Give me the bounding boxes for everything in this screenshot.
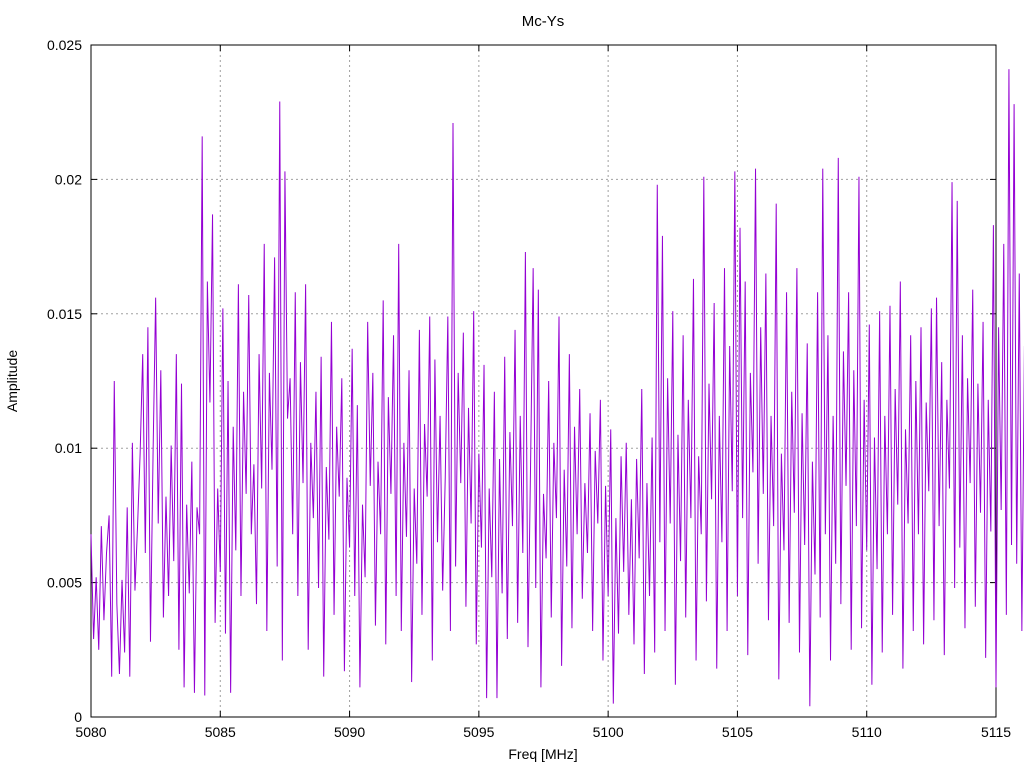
x-tick-label: 5095 bbox=[463, 724, 494, 740]
x-tick-label: 5115 bbox=[981, 724, 1011, 740]
plot-frame bbox=[90, 44, 997, 718]
x-tick-label: 5085 bbox=[205, 724, 236, 740]
y-tick-label: 0.005 bbox=[47, 575, 82, 591]
axis-ticks: 5080 5085 5090 5095 5100 5105 5110 5115 0 0.005 0.… bbox=[47, 37, 1011, 740]
y-tick-label: 0.02 bbox=[55, 171, 82, 187]
x-tick-label: 5100 bbox=[593, 724, 624, 740]
series-line bbox=[90, 69, 1024, 707]
y-tick-label: 0.015 bbox=[47, 306, 82, 322]
x-tick-label: 5080 bbox=[75, 724, 106, 740]
x-axis-label: Freq [MHz] bbox=[508, 746, 577, 762]
chart-title: Mc-Ys bbox=[522, 13, 565, 30]
y-tick-label: 0.025 bbox=[47, 37, 82, 53]
grid-lines bbox=[91, 45, 996, 717]
x-tick-label: 5090 bbox=[334, 724, 365, 740]
y-tick-label: 0.01 bbox=[55, 440, 82, 456]
y-tick-label: 0 bbox=[74, 709, 82, 725]
x-tick-label: 5105 bbox=[722, 724, 753, 740]
y-axis-label: Amplitude bbox=[4, 350, 20, 412]
x-tick-label: 5110 bbox=[852, 724, 882, 740]
